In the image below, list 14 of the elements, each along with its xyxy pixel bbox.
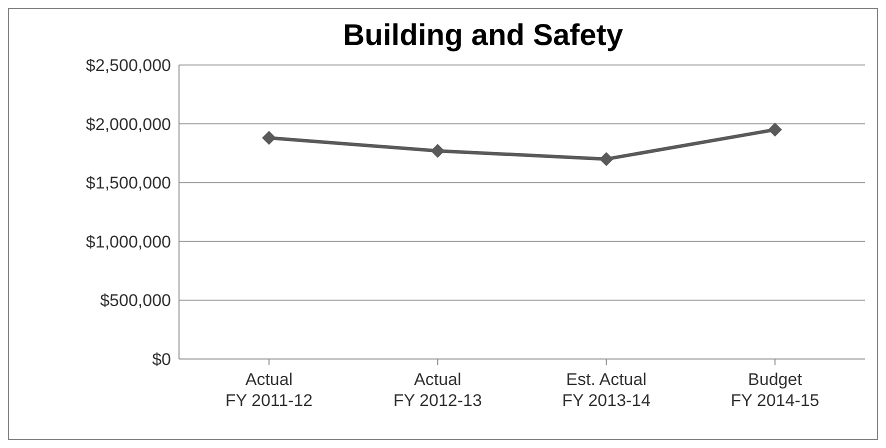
y-tick-label: $500,000 [100, 291, 171, 310]
x-tick-label: Est. Actual FY 2013-14 [562, 370, 651, 410]
x-tick-label: Actual FY 2011-12 [225, 370, 313, 410]
y-tick-label: $0 [152, 350, 171, 370]
point [262, 130, 276, 145]
x-tick-label: Actual FY 2012-13 [393, 370, 482, 410]
x-tick-label: Budget FY 2014-15 [730, 370, 820, 410]
chart-title: Building and Safety [342, 19, 624, 52]
point [430, 144, 445, 158]
y-tick-label: $1,000,000 [86, 232, 171, 252]
point [599, 152, 614, 166]
point [768, 122, 782, 137]
y-tick-label: $1,500,000 [86, 174, 171, 193]
y-tick-label: $2,000,000 [86, 114, 171, 134]
